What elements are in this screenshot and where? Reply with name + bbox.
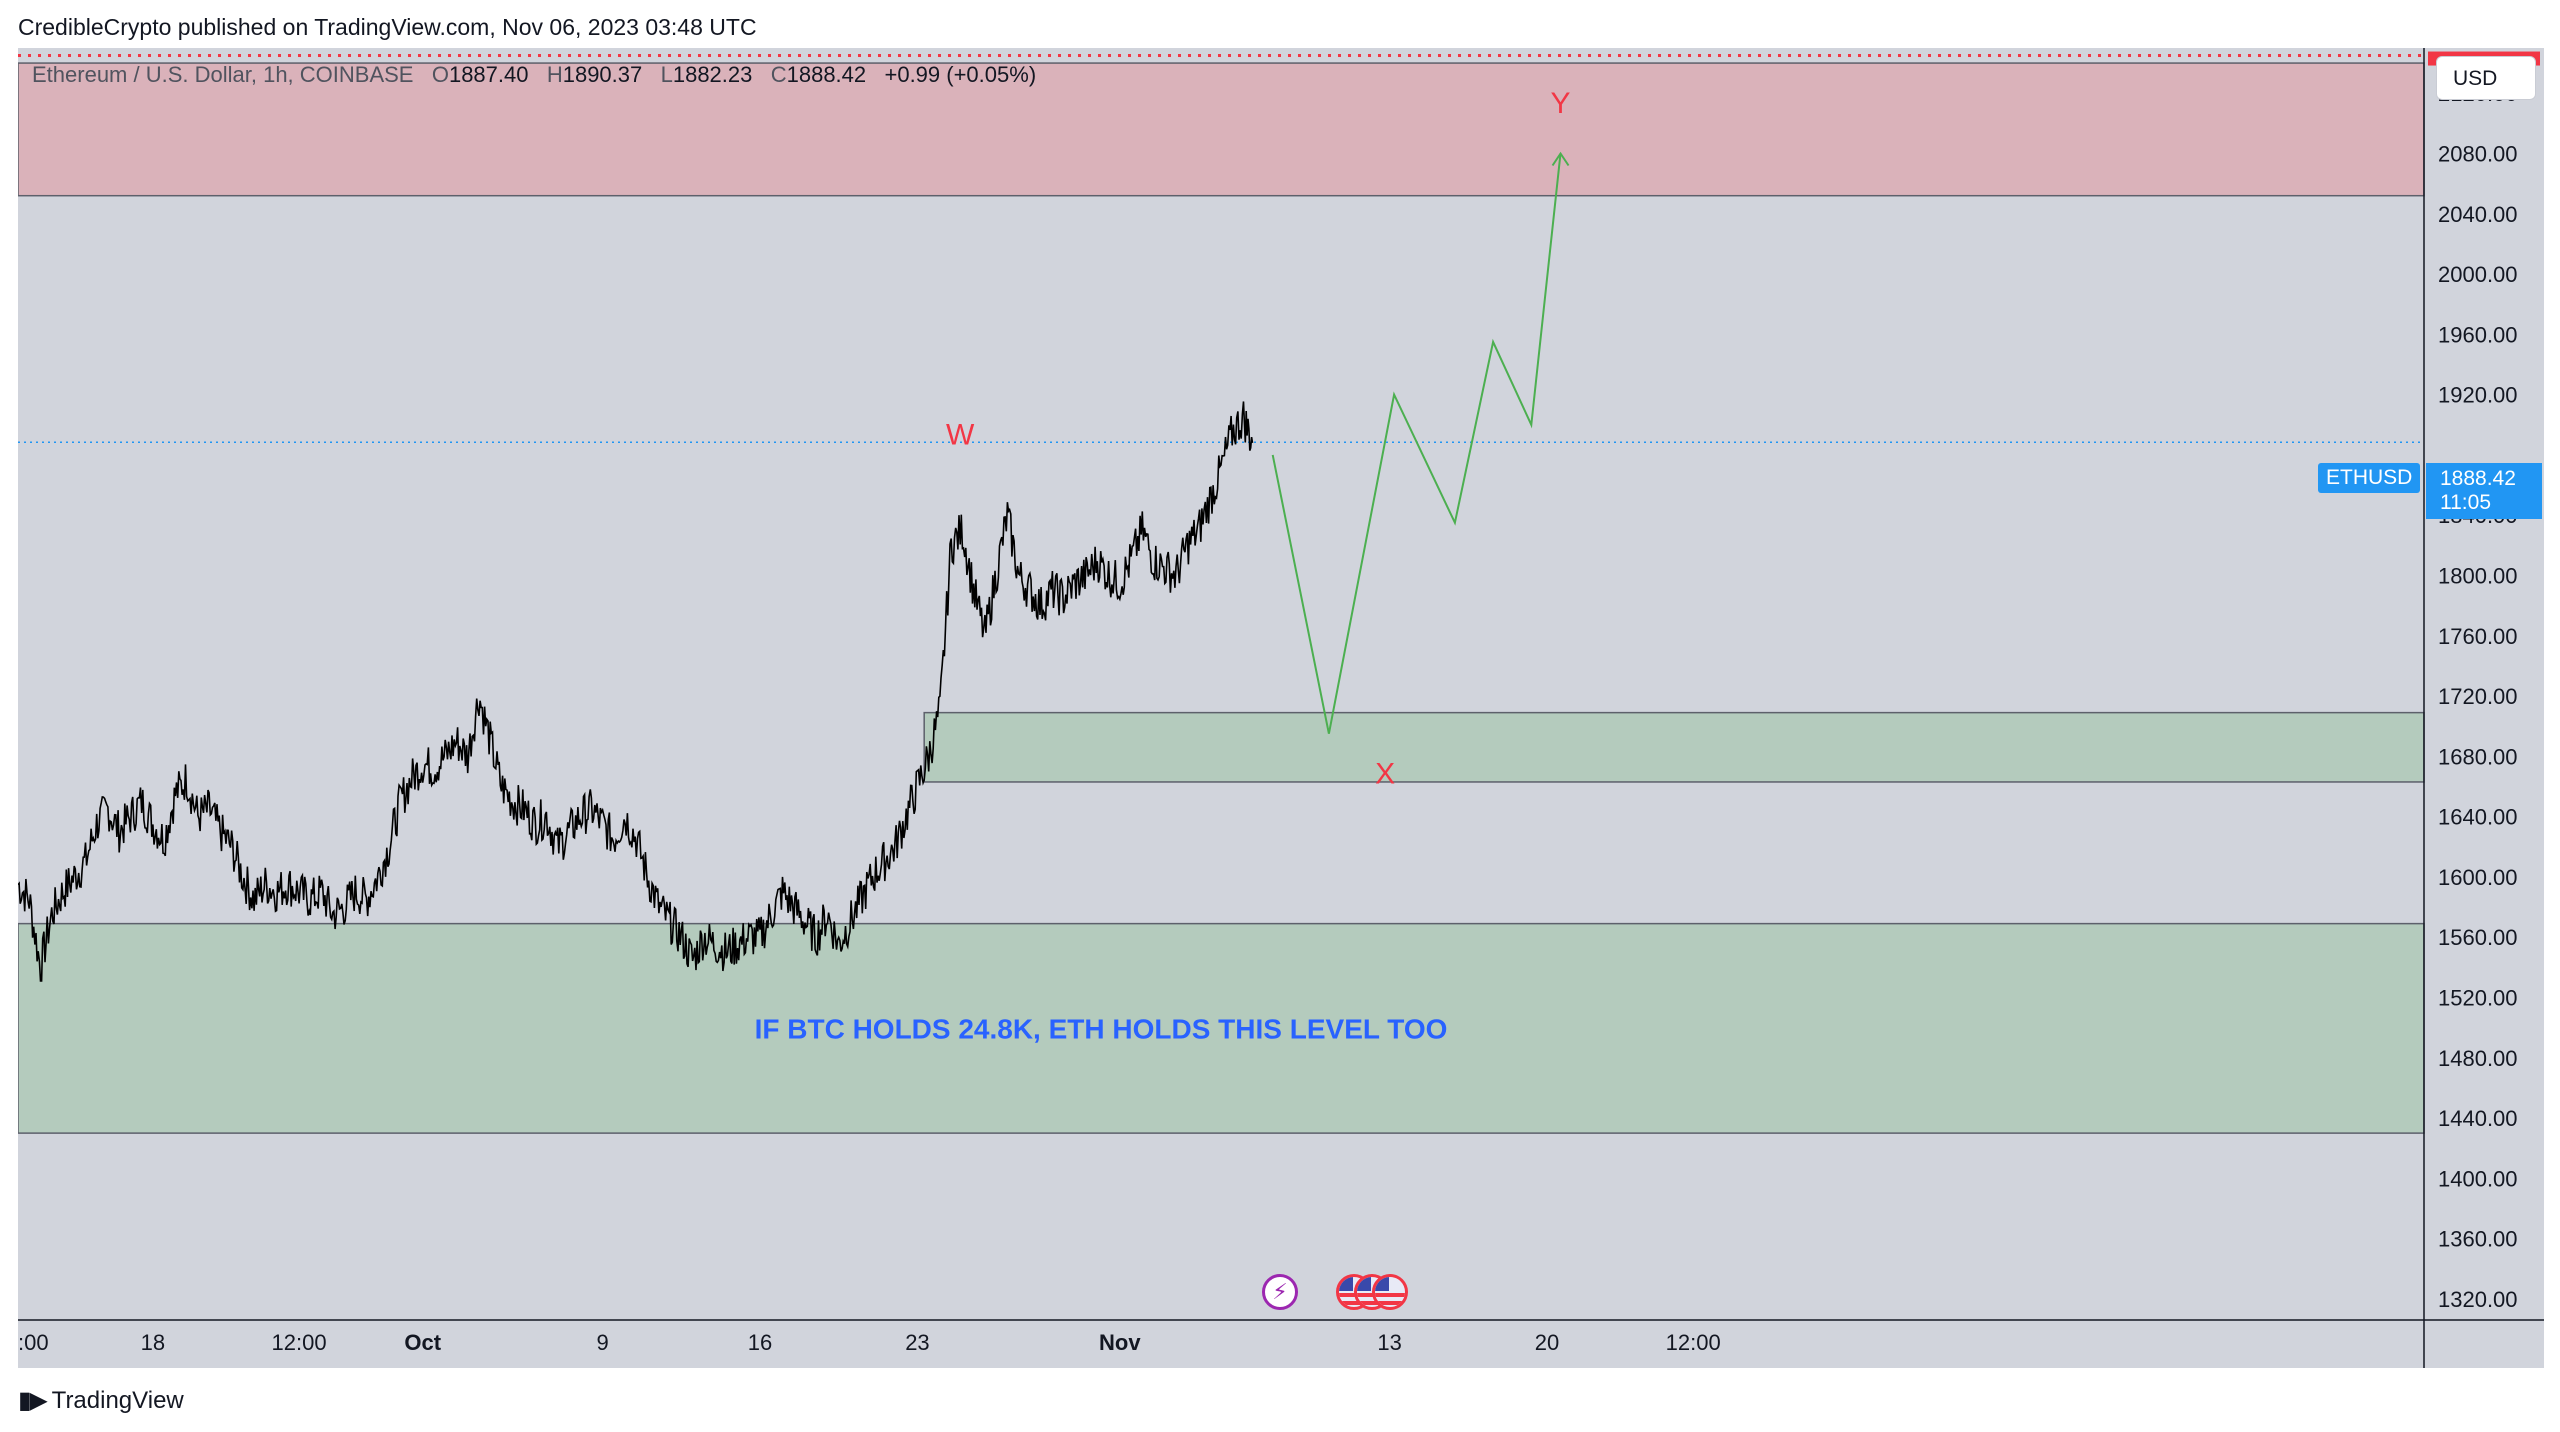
x-tick-label: 23 — [905, 1330, 929, 1355]
y-tick-label: 1320.00 — [2438, 1287, 2518, 1312]
low-key: L — [660, 62, 673, 87]
tradingview-logo[interactable]: ▮▶ TradingView — [18, 1386, 184, 1415]
zone-annotation: IF BTC HOLDS 24.8K, ETH HOLDS THIS LEVEL… — [755, 1013, 1448, 1044]
close-value: 1888.42 — [786, 62, 867, 87]
chart-plot[interactable]: IF BTC HOLDS 24.8K, ETH HOLDS THIS LEVEL… — [18, 48, 2544, 1368]
y-tick-label: 1800.00 — [2438, 563, 2518, 588]
y-tick-label: 1640.00 — [2438, 805, 2518, 830]
resistance-zone-0 — [18, 62, 2425, 197]
x-tick-label: Nov — [1099, 1330, 1141, 1355]
support-zone-2 — [18, 922, 2425, 1134]
open-key: O — [431, 62, 449, 87]
symbol-title: Ethereum / U.S. Dollar, 1h, COINBASE — [32, 62, 414, 87]
currency-button[interactable]: USD — [2436, 56, 2536, 100]
lightning-icon[interactable]: ⚡ — [1262, 1274, 1298, 1310]
x-tick-label: 20 — [1535, 1330, 1559, 1355]
publisher-line: CredibleCrypto published on TradingView.… — [18, 14, 757, 40]
x-tick-label: :00 — [18, 1330, 49, 1355]
projection-path — [1271, 153, 1562, 734]
open-value: 1887.40 — [448, 62, 529, 87]
projection-arrowhead — [1551, 151, 1570, 167]
x-tick-label: 12:00 — [272, 1330, 327, 1355]
high-value: 1890.37 — [562, 62, 643, 87]
symbol-tag: ETHUSD — [2318, 463, 2421, 493]
y-tick-label: 1400.00 — [2438, 1166, 2518, 1191]
tradingview-mark-icon: ▮▶ — [18, 1387, 48, 1414]
y-tick-label: 1520.00 — [2438, 985, 2518, 1010]
price-tag-countdown: 11:05 — [2440, 491, 2491, 514]
x-tick-label: 18 — [141, 1330, 165, 1355]
y-tick-label: 1360.00 — [2438, 1227, 2518, 1252]
price-series — [18, 401, 1254, 982]
wave-label-x: X — [1375, 757, 1395, 790]
y-tick-label: 1920.00 — [2438, 383, 2518, 408]
y-tick-label: 1440.00 — [2438, 1106, 2518, 1131]
symbol-legend: Ethereum / U.S. Dollar, 1h, COINBASE O18… — [32, 62, 1036, 88]
support-zone-1 — [923, 711, 2425, 783]
y-tick-label: 1480.00 — [2438, 1046, 2518, 1071]
x-tick-label: Oct — [404, 1330, 441, 1355]
y-tick-label: 1680.00 — [2438, 744, 2518, 769]
x-tick-label: 9 — [597, 1330, 609, 1355]
chart-frame[interactable]: IF BTC HOLDS 24.8K, ETH HOLDS THIS LEVEL… — [18, 48, 2544, 1368]
price-tag: 1888.42 11:05 — [2426, 463, 2542, 519]
y-tick-label: 1760.00 — [2438, 624, 2518, 649]
close-key: C — [770, 62, 787, 87]
y-tick-label: 1600.00 — [2438, 865, 2518, 890]
x-tick-label: 16 — [748, 1330, 772, 1355]
y-tick-label: 1960.00 — [2438, 322, 2518, 347]
wave-label-w: W — [946, 418, 975, 451]
y-tick-label: 2000.00 — [2438, 262, 2518, 287]
y-tick-label: 1720.00 — [2438, 684, 2518, 709]
x-tick-label: 13 — [1377, 1330, 1401, 1355]
low-value: 1882.23 — [672, 62, 753, 87]
y-tick-label: 2080.00 — [2438, 141, 2518, 166]
y-tick-label: 2040.00 — [2438, 202, 2518, 227]
us-flag-icon[interactable] — [1372, 1274, 1408, 1310]
high-key: H — [546, 62, 563, 87]
x-tick-label: 12:00 — [1666, 1330, 1721, 1355]
tradingview-logo-text: TradingView — [51, 1387, 184, 1414]
price-tag-value: 1888.42 — [2440, 467, 2516, 490]
y-tick-label: 1560.00 — [2438, 925, 2518, 950]
change-value: +0.99 (+0.05%) — [884, 62, 1037, 87]
wave-label-y: Y — [1551, 87, 1571, 120]
economic-events: ⚡ — [1262, 1274, 1422, 1314]
